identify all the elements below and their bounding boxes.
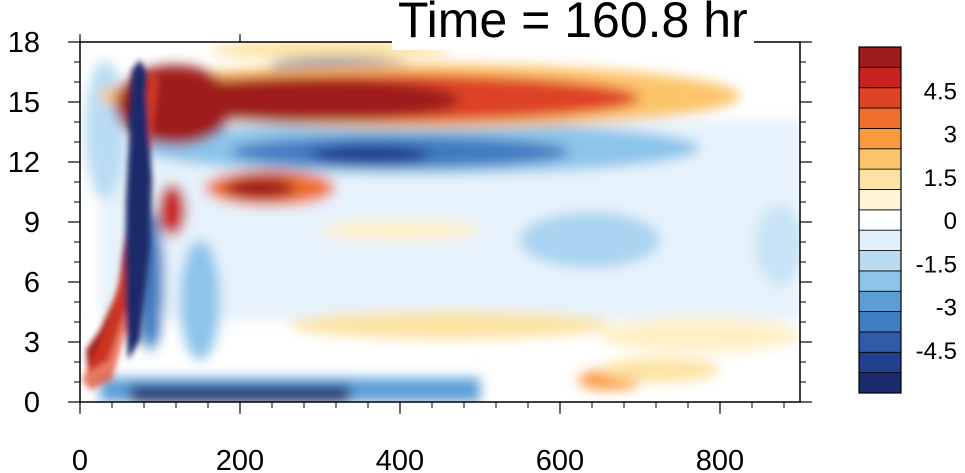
y-tick-label: 0 [24, 387, 40, 419]
colorbar-swatch [858, 189, 902, 211]
yellow-streak-1 [290, 311, 610, 339]
colorbar-swatch [858, 128, 902, 150]
x-tick-label: 200 [216, 445, 264, 473]
tilted-cold-front [125, 60, 152, 360]
colorbar-label: -4.5 [916, 338, 957, 365]
colorbar-swatch [858, 372, 902, 394]
surface-yellow-patch [600, 358, 720, 382]
x-tick-label: 600 [536, 445, 584, 473]
x-tick-label: 0 [72, 445, 88, 473]
colorbar-swatch [858, 229, 902, 251]
colorbar-swatch [858, 209, 902, 231]
y-tick-label: 12 [8, 147, 40, 179]
cold-upper-blob [128, 60, 148, 130]
colorbar-swatch [858, 290, 902, 312]
yellow-top-band [210, 42, 450, 60]
colorbar-swatch [858, 270, 902, 292]
colorbar-swatch [858, 148, 902, 170]
y-tick-label: 18 [8, 27, 40, 59]
colorbar-swatch [858, 87, 902, 109]
y-tick-label: 15 [8, 87, 40, 119]
y-tick-label: 3 [24, 327, 40, 359]
warm-patch-left [158, 184, 186, 236]
x-axis: 0 200 400 600 800 [72, 34, 785, 473]
y-tick-label: 6 [24, 267, 40, 299]
heatmap-field [80, 42, 800, 402]
y-axis: 0 3 6 9 12 15 18 [8, 27, 812, 419]
colorbar-swatch [858, 250, 902, 272]
colorbar-label: 1.5 [924, 165, 957, 192]
colorbar-label: 3 [944, 122, 957, 149]
yellow-streak-2 [600, 317, 800, 353]
yellow-streak-3 [320, 220, 480, 240]
surface-cold-layer-core [130, 386, 350, 402]
colorbar-label: -3 [936, 295, 957, 322]
colorbar-label: -1.5 [916, 251, 957, 278]
y-tick-label: 9 [24, 207, 40, 239]
colorbar-swatch [858, 331, 902, 353]
colorbar-swatch [858, 311, 902, 333]
colorbar: 4.5 3 1.5 0 -1.5 -3 -4.5 [858, 46, 957, 394]
blue-patch-right [520, 212, 660, 268]
colorbar-swatch [858, 351, 902, 374]
colorbar-frame [858, 46, 902, 394]
upper-cold-band-core [310, 145, 430, 165]
colorbar-swatch [858, 46, 902, 68]
mid-warm-patch-core [225, 177, 295, 199]
colorbar-label: 0 [944, 208, 957, 235]
colorbar-swatch [858, 107, 902, 129]
x-tick-label: 400 [376, 445, 424, 473]
colorbar-label: 4.5 [924, 78, 957, 105]
chart-title: Time = 160.8 hr [392, 0, 754, 50]
colorbar-swatch [858, 168, 902, 190]
blue-patch-far-right [755, 205, 800, 285]
blue-upper-left [85, 60, 125, 200]
blue-streak-left-2 [180, 240, 220, 360]
colorbar-swatch [858, 66, 902, 89]
x-tick-label: 800 [696, 445, 744, 473]
